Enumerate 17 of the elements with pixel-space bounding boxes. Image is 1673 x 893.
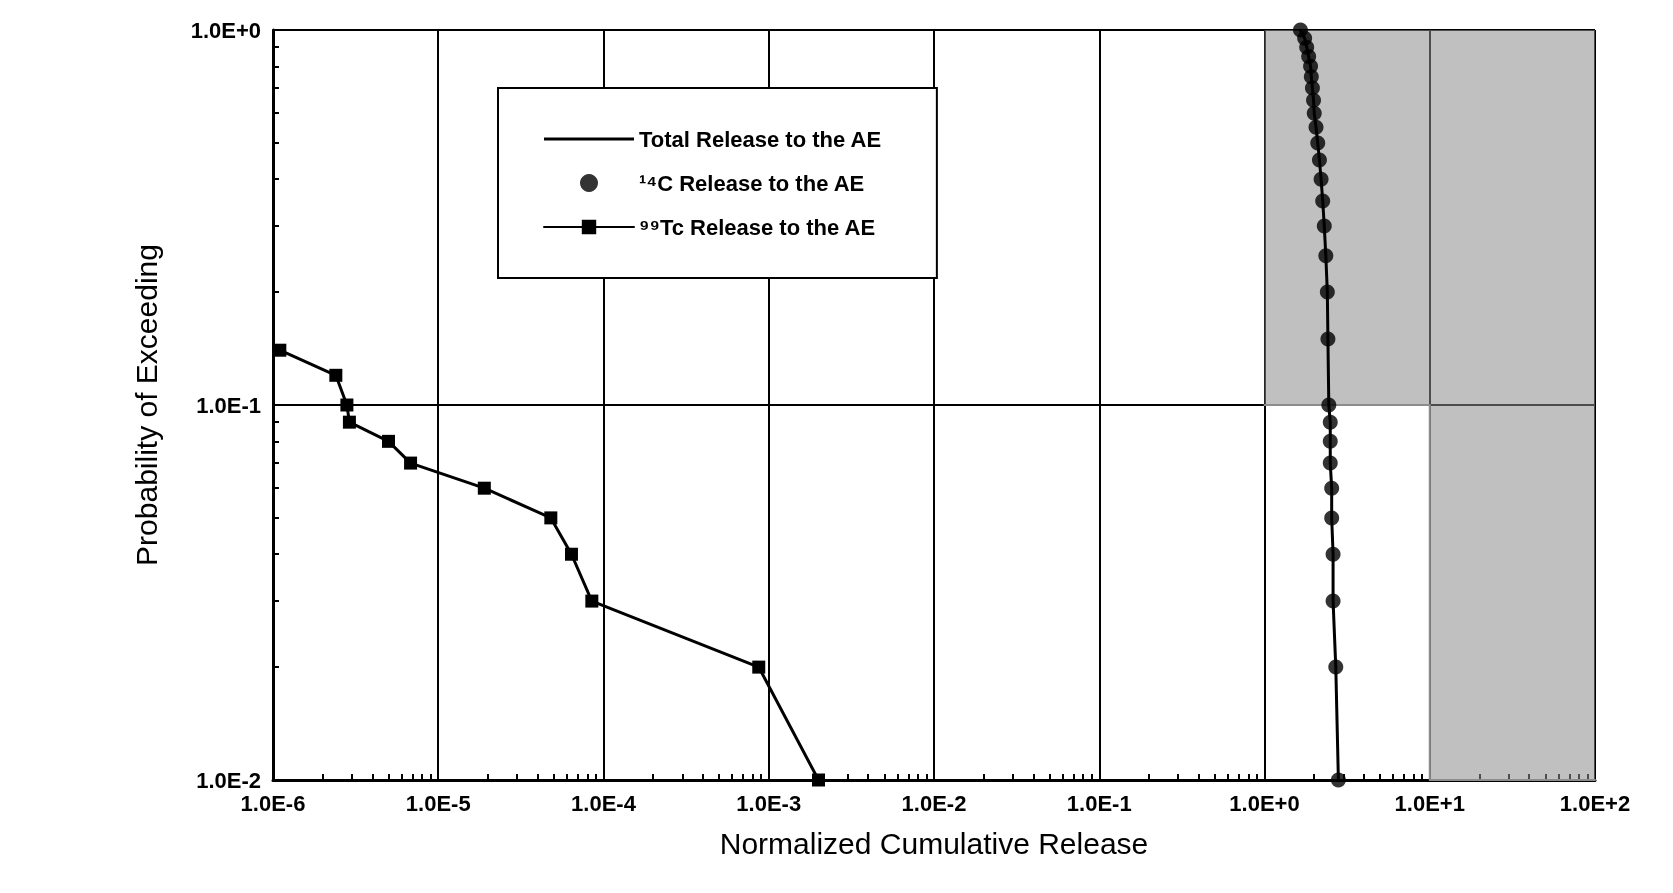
x-tick-label: 1.0E-1 xyxy=(1066,790,1132,816)
x-axis-title: Normalized Cumulative Release xyxy=(719,826,1149,860)
x-tick-label: 1.0E-3 xyxy=(736,790,802,816)
y-tick-label: 1.0E+0 xyxy=(190,17,261,43)
x-tick-label: 1.0E-2 xyxy=(901,790,967,816)
x-tick-label: 1.0E+1 xyxy=(1394,790,1465,816)
x-tick-label: 1.0E-6 xyxy=(240,790,306,816)
legend-label: ⁹⁹Tc Release to the AE xyxy=(639,214,876,240)
y-tick-label: 1.0E-2 xyxy=(196,767,261,793)
y-axis-title: Probability of Exceeding xyxy=(129,244,163,566)
x-tick-label: 1.0E-4 xyxy=(571,790,637,816)
y-tick-label: 1.0E-1 xyxy=(196,392,261,418)
x-tick-label: 1.0E+0 xyxy=(1229,790,1300,816)
legend-label: ¹⁴C Release to the AE xyxy=(639,170,865,196)
x-tick-label: 1.0E-5 xyxy=(405,790,471,816)
x-tick-label: 1.0E+2 xyxy=(1559,790,1631,816)
legend-label: Total Release to the AE xyxy=(639,126,882,152)
